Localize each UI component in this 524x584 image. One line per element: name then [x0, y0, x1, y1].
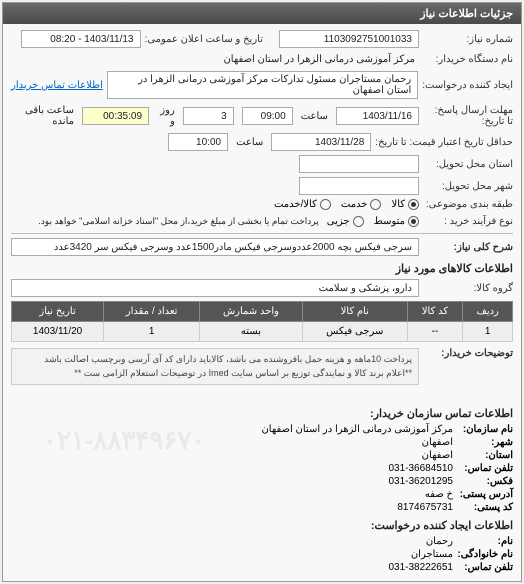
postcode-value: 8174675731 — [397, 502, 453, 513]
subject-type-label: طبقه بندی موضوعی: — [423, 199, 513, 210]
radio-icon — [408, 199, 419, 210]
deadline-time: 09:00 — [242, 107, 293, 125]
process-note: پرداخت تمام یا بخشی از مبلغ خرید،از محل … — [34, 214, 322, 229]
radio-icon — [370, 199, 381, 210]
form-body: شماره نیاز: 1103092751001033 تاریخ و ساع… — [3, 24, 521, 395]
th-name: نام کالا — [302, 302, 407, 322]
radio-icon — [320, 199, 331, 210]
contact-section: ۰۲۱-۸۸۳۴۹۶۷۰ اطلاعات تماس سازمان خریدار:… — [3, 395, 521, 581]
td-date: 1403/11/20 — [12, 322, 104, 342]
need-title-label: شرح کلی نیاز: — [423, 242, 513, 253]
cname-value: رحمان — [426, 536, 453, 547]
remaining-label: ساعت باقی مانده — [11, 103, 78, 129]
days-remaining: 3 — [183, 107, 234, 125]
radio-mid[interactable]: متوسط — [374, 216, 419, 227]
buy-city-value — [299, 177, 419, 195]
need-title-value: سرجی فیکس بچه 2000عددوسرجی فیکس مادر1500… — [11, 238, 419, 256]
process-type-label: نوع فرآیند خرید : — [423, 216, 513, 227]
state-value: اصفهان — [422, 450, 453, 461]
th-unit: واحد شمارش — [200, 302, 303, 322]
buyer-note-text: پرداخت 10ماهه و هزینه حمل بافروشنده می ب… — [11, 348, 419, 385]
group-value: دارو، پزشکی و سلامت — [11, 279, 419, 297]
radio-icon — [353, 216, 364, 227]
clastname-label: نام خانوادگی: — [453, 549, 513, 560]
need-number-label: شماره نیاز: — [423, 34, 513, 45]
phone-value: 031-36684510 — [388, 463, 453, 474]
goods-section-title: اطلاعات کالاهای مورد نیاز — [11, 262, 513, 275]
radio-icon — [408, 216, 419, 227]
deadline-label: مهلت ارسال پاسخ: تا تاریخ: — [423, 105, 513, 127]
details-panel: جزئیات اطلاعات نیاز شماره نیاز: 11030927… — [2, 2, 522, 582]
announce-label: تاریخ و ساعت اعلان عمومی: — [145, 34, 264, 45]
min-valid-date: 1403/11/28 — [271, 133, 371, 151]
postaddr-label: آدرس پستی: — [453, 489, 513, 500]
table-row: 1 -- سرجی فیکس بسته 1 1403/11/20 — [12, 322, 513, 342]
cphone-value: 031-38222651 — [388, 562, 453, 573]
city-label: شهر: — [453, 437, 513, 448]
city-value: اصفهان — [422, 437, 453, 448]
th-row: ردیف — [463, 302, 513, 322]
subject-radio-group: کالا خدمت کالا/خدمت — [274, 199, 419, 210]
org-label: نام سازمان: — [453, 424, 513, 435]
time-label-2: ساعت — [232, 135, 267, 150]
announce-value: 1403/11/13 - 08:20 — [21, 30, 141, 48]
goods-table: ردیف کد کالا نام کالا واحد شمارش تعداد /… — [11, 301, 513, 342]
table-header-row: ردیف کد کالا نام کالا واحد شمارش تعداد /… — [12, 302, 513, 322]
creator-value: رحمان مستاجران مسئول تدارکات مرکز آموزشی… — [107, 71, 418, 99]
min-valid-time: 10:00 — [168, 133, 228, 151]
buy-state-value — [299, 155, 419, 173]
org-value: مرکز آموزشی درمانی الزهرا در استان اصفها… — [261, 424, 453, 435]
device-name-value: مرکز آموزشی درمانی الزهرا در استان اصفها… — [219, 52, 419, 67]
th-code: کد کالا — [407, 302, 463, 322]
cname-label: نام: — [453, 536, 513, 547]
th-qty: تعداد / مقدار — [104, 302, 200, 322]
td-qty: 1 — [104, 322, 200, 342]
cphone-label: تلفن تماس: — [453, 562, 513, 573]
fax-label: فکس: — [453, 476, 513, 487]
th-date: تاریخ نیاز — [12, 302, 104, 322]
td-row: 1 — [463, 322, 513, 342]
creator-header: اطلاعات ایجاد کننده درخواست: — [11, 519, 513, 532]
process-radio-group: متوسط جزیی — [327, 216, 419, 227]
postcode-label: کد پستی: — [453, 502, 513, 513]
min-valid-label: حداقل تاریخ اعتبار قیمت: تا تاریخ: — [375, 137, 513, 148]
phone-label: تلفن تماس: — [453, 463, 513, 474]
state-label: استان: — [453, 450, 513, 461]
td-unit: بسته — [200, 322, 303, 342]
clastname-value: مستاجران — [411, 549, 453, 560]
td-name: سرجی فیکس — [302, 322, 407, 342]
countdown-timer: 00:35:09 — [82, 107, 149, 125]
device-name-label: نام دستگاه خریدار: — [423, 54, 513, 65]
radio-goods[interactable]: کالا — [391, 199, 419, 210]
td-code: -- — [407, 322, 463, 342]
panel-title: جزئیات اطلاعات نیاز — [3, 3, 521, 24]
postaddr-value: خ صفه — [425, 489, 453, 500]
days-label: روز و — [153, 103, 179, 129]
need-number-value: 1103092751001033 — [279, 30, 419, 48]
radio-minor[interactable]: جزیی — [327, 216, 364, 227]
time-label-1: ساعت — [297, 109, 332, 124]
contact-header: اطلاعات تماس سازمان خریدار: — [11, 407, 513, 420]
buyer-note-label: توضیحات خریدار: — [423, 348, 513, 359]
contact-link[interactable]: اطلاعات تماس خریدار — [11, 80, 103, 91]
buy-city-label: شهر محل تحویل: — [423, 181, 513, 192]
fax-value: 031-36201295 — [388, 476, 453, 487]
group-label: گروه کالا: — [423, 283, 513, 294]
buy-state-label: استان محل تحویل: — [423, 159, 513, 170]
creator-label: ایجاد کننده درخواست: — [422, 80, 513, 91]
radio-service[interactable]: خدمت — [341, 199, 382, 210]
deadline-date: 1403/11/16 — [336, 107, 419, 125]
radio-both[interactable]: کالا/خدمت — [274, 199, 331, 210]
